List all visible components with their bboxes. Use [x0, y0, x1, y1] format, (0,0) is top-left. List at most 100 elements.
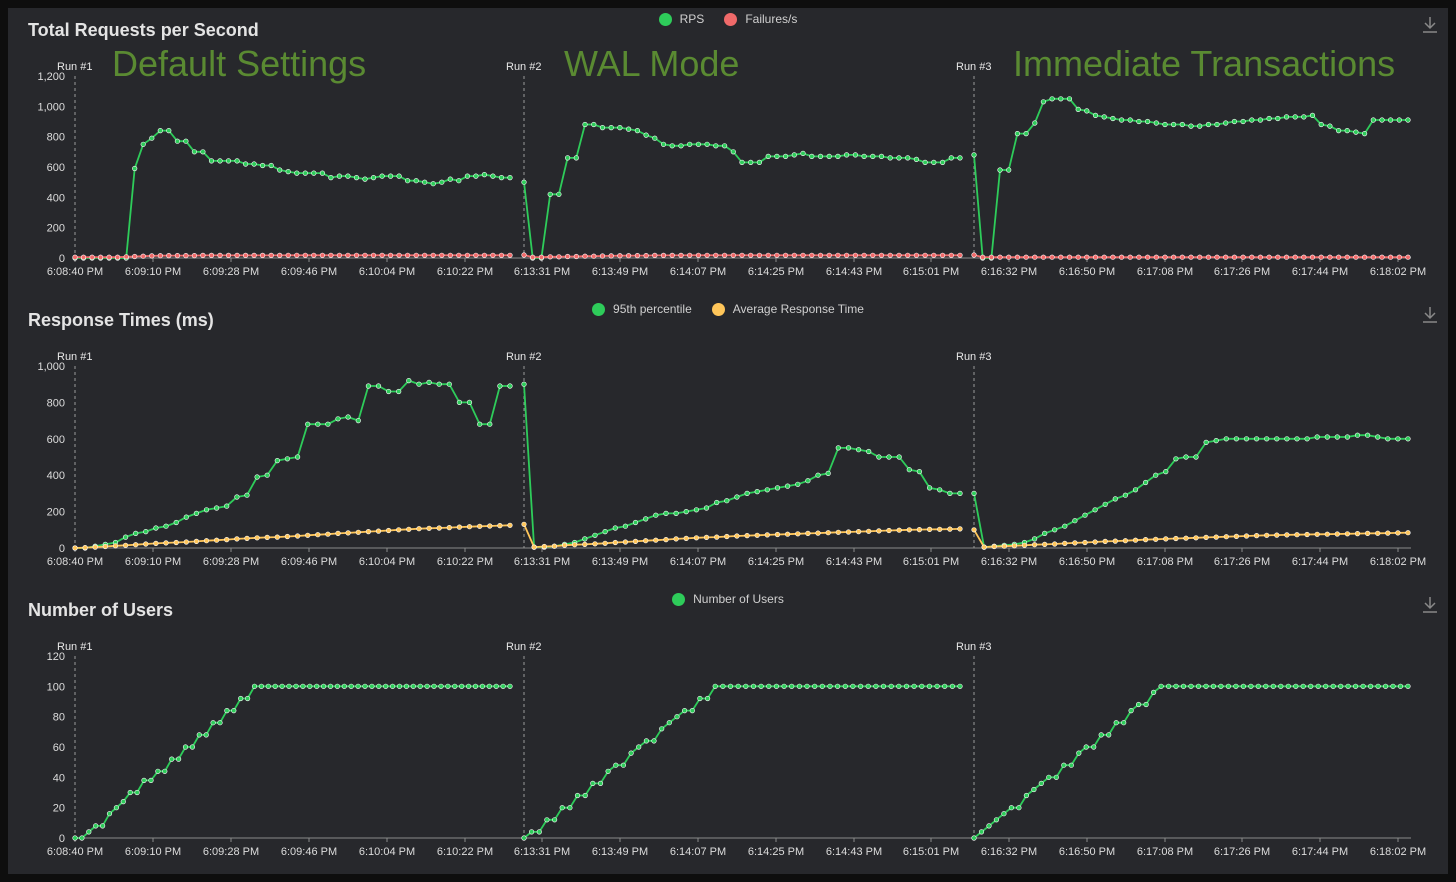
- data-point: [942, 683, 948, 689]
- data-point: [905, 155, 911, 161]
- data-point: [500, 683, 506, 689]
- data-point: [1396, 254, 1402, 260]
- data-point: [800, 252, 806, 258]
- rps-chart-svg: 0 200 400 600 800 1,000 1,200 6:08:40 PM 6:09:10…: [37, 43, 1426, 278]
- data-point: [947, 526, 953, 532]
- data-point: [1052, 527, 1058, 533]
- series-line: [523, 685, 960, 839]
- data-point: [1092, 507, 1098, 513]
- data-point: [314, 683, 320, 689]
- data-point: [293, 683, 299, 689]
- data-point: [148, 777, 154, 783]
- download-icon[interactable]: [1422, 306, 1438, 324]
- data-point: [300, 683, 306, 689]
- data-point: [1294, 436, 1300, 442]
- x-tick-label: 6:15:01 PM: [903, 266, 959, 278]
- data-point: [1292, 114, 1298, 120]
- legend-item-failures[interactable]: Failures/s: [724, 12, 797, 26]
- data-point: [143, 529, 149, 535]
- data-point: [302, 170, 308, 176]
- data-point: [355, 529, 361, 535]
- data-point: [1122, 538, 1128, 544]
- data-point: [689, 707, 695, 714]
- data-point: [1101, 114, 1107, 120]
- data-point: [436, 381, 442, 387]
- data-point: [712, 683, 718, 689]
- data-point: [693, 535, 700, 541]
- data-point: [72, 254, 78, 260]
- data-point: [497, 523, 503, 529]
- data-point: [174, 138, 180, 144]
- download-icon[interactable]: [1422, 16, 1438, 34]
- data-point: [122, 534, 129, 540]
- data-point: [1382, 683, 1389, 689]
- data-point: [1031, 786, 1037, 793]
- y-tick-label: 60: [53, 742, 65, 754]
- data-point: [926, 485, 933, 491]
- data-point: [132, 253, 138, 260]
- data-point: [174, 253, 180, 259]
- data-point: [748, 252, 754, 258]
- data-point: [1188, 683, 1194, 689]
- data-point: [72, 545, 78, 551]
- data-point: [1163, 536, 1169, 542]
- data-point: [622, 539, 629, 545]
- data-point: [295, 454, 301, 460]
- run-label: Run #2: [506, 61, 541, 73]
- data-point: [1318, 121, 1324, 128]
- legend-item-number-of-users[interactable]: Number of Users: [672, 592, 784, 606]
- data-point: [1150, 689, 1157, 695]
- data-point: [986, 823, 992, 829]
- data-point: [1284, 532, 1290, 538]
- data-point: [244, 492, 250, 498]
- data-point: [812, 683, 818, 689]
- data-point: [1135, 701, 1142, 708]
- data-point: [335, 416, 341, 422]
- data-point: [1040, 254, 1046, 260]
- data-point: [1353, 129, 1359, 135]
- data-point: [1112, 538, 1118, 544]
- data-point: [1092, 254, 1099, 260]
- data-point: [845, 529, 852, 535]
- data-point: [1014, 130, 1021, 137]
- data-point: [1278, 683, 1284, 689]
- data-point: [774, 531, 781, 538]
- x-tick-label: 6:16:32 PM: [981, 266, 1037, 278]
- data-point: [758, 683, 764, 689]
- data-point: [507, 175, 513, 181]
- data-point: [72, 835, 78, 841]
- data-point: [1266, 254, 1272, 260]
- data-point: [196, 732, 202, 738]
- data-point: [1195, 683, 1202, 689]
- data-point: [721, 143, 728, 149]
- data-point: [1338, 683, 1344, 689]
- data-point: [880, 683, 887, 689]
- data-point: [1118, 117, 1125, 123]
- data-point: [865, 683, 871, 689]
- y-tick-label: 40: [53, 772, 65, 784]
- legend-item-rps[interactable]: RPS: [658, 12, 704, 26]
- legend-item-95th-percentile[interactable]: 95th percentile: [592, 302, 692, 316]
- x-tick-label: 6:16:32 PM: [981, 556, 1037, 568]
- data-point: [834, 683, 841, 689]
- data-point: [285, 169, 291, 175]
- data-point: [547, 254, 553, 260]
- data-point: [1274, 532, 1280, 538]
- data-point: [1285, 683, 1291, 689]
- data-point: [1405, 117, 1411, 123]
- download-icon[interactable]: [1422, 596, 1438, 614]
- data-point: [251, 683, 258, 689]
- y-tick-label: 80: [53, 712, 65, 724]
- data-point: [1387, 254, 1394, 260]
- legend-item-average-response-time[interactable]: Average Response Time: [711, 302, 864, 316]
- data-point: [765, 153, 771, 159]
- data-point: [1203, 439, 1209, 445]
- data-point: [957, 155, 963, 161]
- data-point: [687, 252, 693, 258]
- data-point: [843, 152, 850, 158]
- data-point: [376, 683, 382, 689]
- data-point: [163, 523, 169, 529]
- data-point: [82, 545, 88, 551]
- data-point: [1240, 254, 1246, 260]
- data-point: [336, 252, 343, 258]
